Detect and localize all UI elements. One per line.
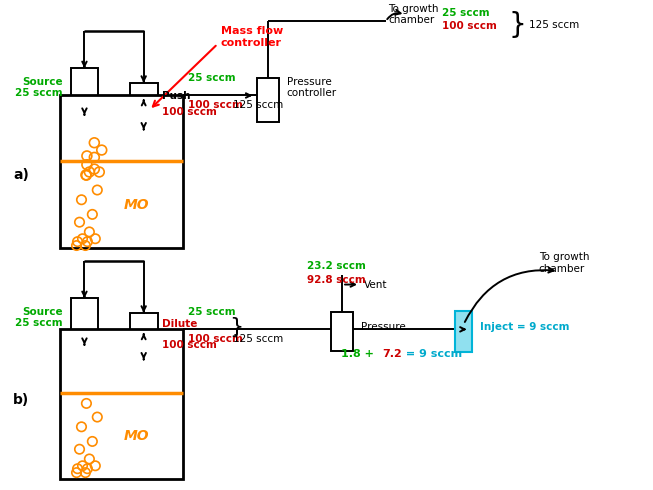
Bar	[130, 83, 157, 122]
Text: 1.8 +: 1.8 +	[341, 349, 378, 359]
Text: 100 sccm: 100 sccm	[442, 21, 497, 31]
Text: 7.2: 7.2	[383, 349, 402, 359]
Text: Dilute: Dilute	[163, 318, 198, 329]
Text: Mass flow
controller: Mass flow controller	[221, 26, 283, 48]
Text: }: }	[508, 11, 526, 39]
Text: 125 sccm: 125 sccm	[529, 20, 579, 30]
Text: 100 sccm: 100 sccm	[188, 334, 243, 344]
Text: 100 sccm: 100 sccm	[163, 107, 217, 117]
Text: Source
25 sccm: Source 25 sccm	[15, 77, 63, 98]
Bar	[454, 311, 473, 352]
Text: Inject = 9 sccm: Inject = 9 sccm	[481, 322, 570, 332]
Bar	[60, 329, 183, 479]
Text: Pressure: Pressure	[361, 322, 406, 332]
Text: b): b)	[13, 392, 29, 407]
Text: MO: MO	[123, 197, 149, 212]
Text: 23.2 sccm: 23.2 sccm	[307, 261, 366, 271]
Text: 125 sccm: 125 sccm	[232, 334, 283, 344]
Text: a): a)	[13, 169, 29, 182]
Text: = 9 sccm: = 9 sccm	[402, 349, 462, 359]
Bar	[71, 298, 98, 337]
Text: To growth
chamber: To growth chamber	[389, 4, 439, 25]
Text: 25 sccm: 25 sccm	[442, 7, 490, 18]
Text: 92.8 sccm: 92.8 sccm	[307, 274, 366, 285]
Text: Vent: Vent	[364, 279, 387, 290]
Text: 100 sccm: 100 sccm	[188, 100, 243, 110]
Text: MO: MO	[123, 429, 149, 443]
Text: 100 sccm: 100 sccm	[163, 340, 217, 350]
Text: 25 sccm: 25 sccm	[188, 307, 236, 317]
Text: To growth
chamber: To growth chamber	[539, 252, 589, 274]
Text: Pressure
controller: Pressure controller	[287, 77, 337, 98]
Bar	[331, 312, 353, 351]
Bar	[130, 313, 157, 352]
Bar	[71, 68, 98, 107]
Text: 25 sccm: 25 sccm	[188, 73, 236, 83]
Text: Source
25 sccm: Source 25 sccm	[15, 307, 63, 328]
Text: }: }	[230, 318, 244, 338]
Text: Push: Push	[163, 91, 191, 100]
Bar	[257, 78, 279, 122]
Text: 125 sccm: 125 sccm	[232, 100, 283, 110]
Bar	[60, 96, 183, 248]
